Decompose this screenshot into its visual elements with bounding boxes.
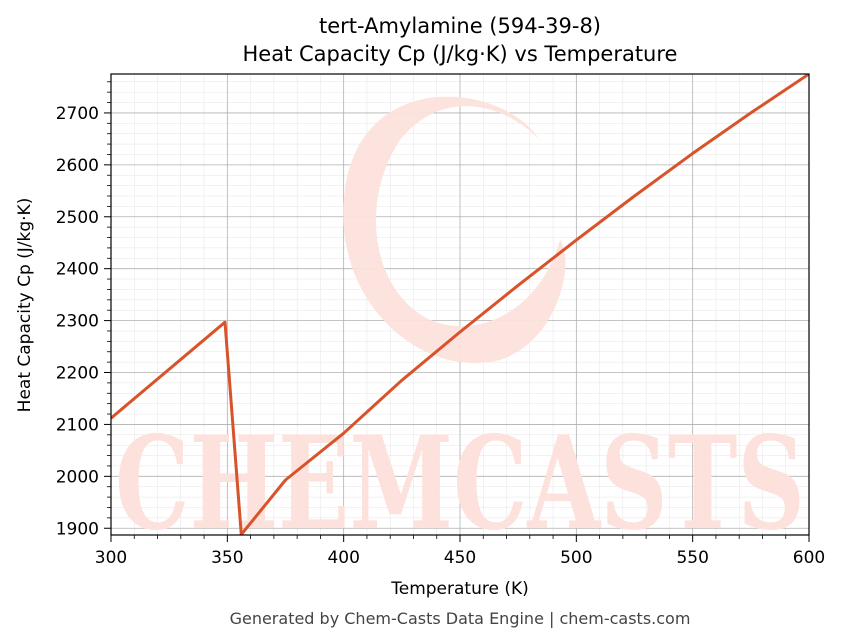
watermark-swirl xyxy=(343,96,566,364)
y-tick-label: 2500 xyxy=(56,208,99,228)
x-tick-label: 300 xyxy=(95,548,127,568)
y-tick-label: 2200 xyxy=(56,364,99,384)
watermark-text: CHEMCASTS xyxy=(115,409,805,559)
chart-title: tert-Amylamine (594-39-8) xyxy=(319,14,601,38)
chart-subtitle: Heat Capacity Cp (J/kg·K) vs Temperature xyxy=(243,42,678,66)
y-tick-label: 1900 xyxy=(56,519,99,539)
x-tick-label: 400 xyxy=(327,548,359,568)
x-axis: 300 350 400 450 500 550 600 xyxy=(95,535,825,568)
y-axis-label: Heat Capacity Cp (J/kg·K) xyxy=(15,198,35,413)
watermark: CHEMCASTS xyxy=(115,96,805,559)
y-tick-label: 2600 xyxy=(56,156,99,176)
x-axis-label: Temperature (K) xyxy=(390,579,529,599)
y-tick-label: 2300 xyxy=(56,312,99,332)
footer-credit: Generated by Chem-Casts Data Engine | ch… xyxy=(230,609,691,628)
x-tick-label: 600 xyxy=(793,548,825,568)
y-tick-label: 2400 xyxy=(56,260,99,280)
x-tick-label: 350 xyxy=(211,548,243,568)
x-tick-label: 550 xyxy=(676,548,708,568)
y-tick-label: 2100 xyxy=(56,415,99,435)
y-tick-label: 2000 xyxy=(56,467,99,487)
x-tick-label: 500 xyxy=(560,548,592,568)
x-tick-label: 450 xyxy=(444,548,476,568)
y-tick-label: 2700 xyxy=(56,104,99,124)
y-axis: 1900 2000 2100 2200 2300 2400 2500 2600 2700 xyxy=(56,81,111,539)
